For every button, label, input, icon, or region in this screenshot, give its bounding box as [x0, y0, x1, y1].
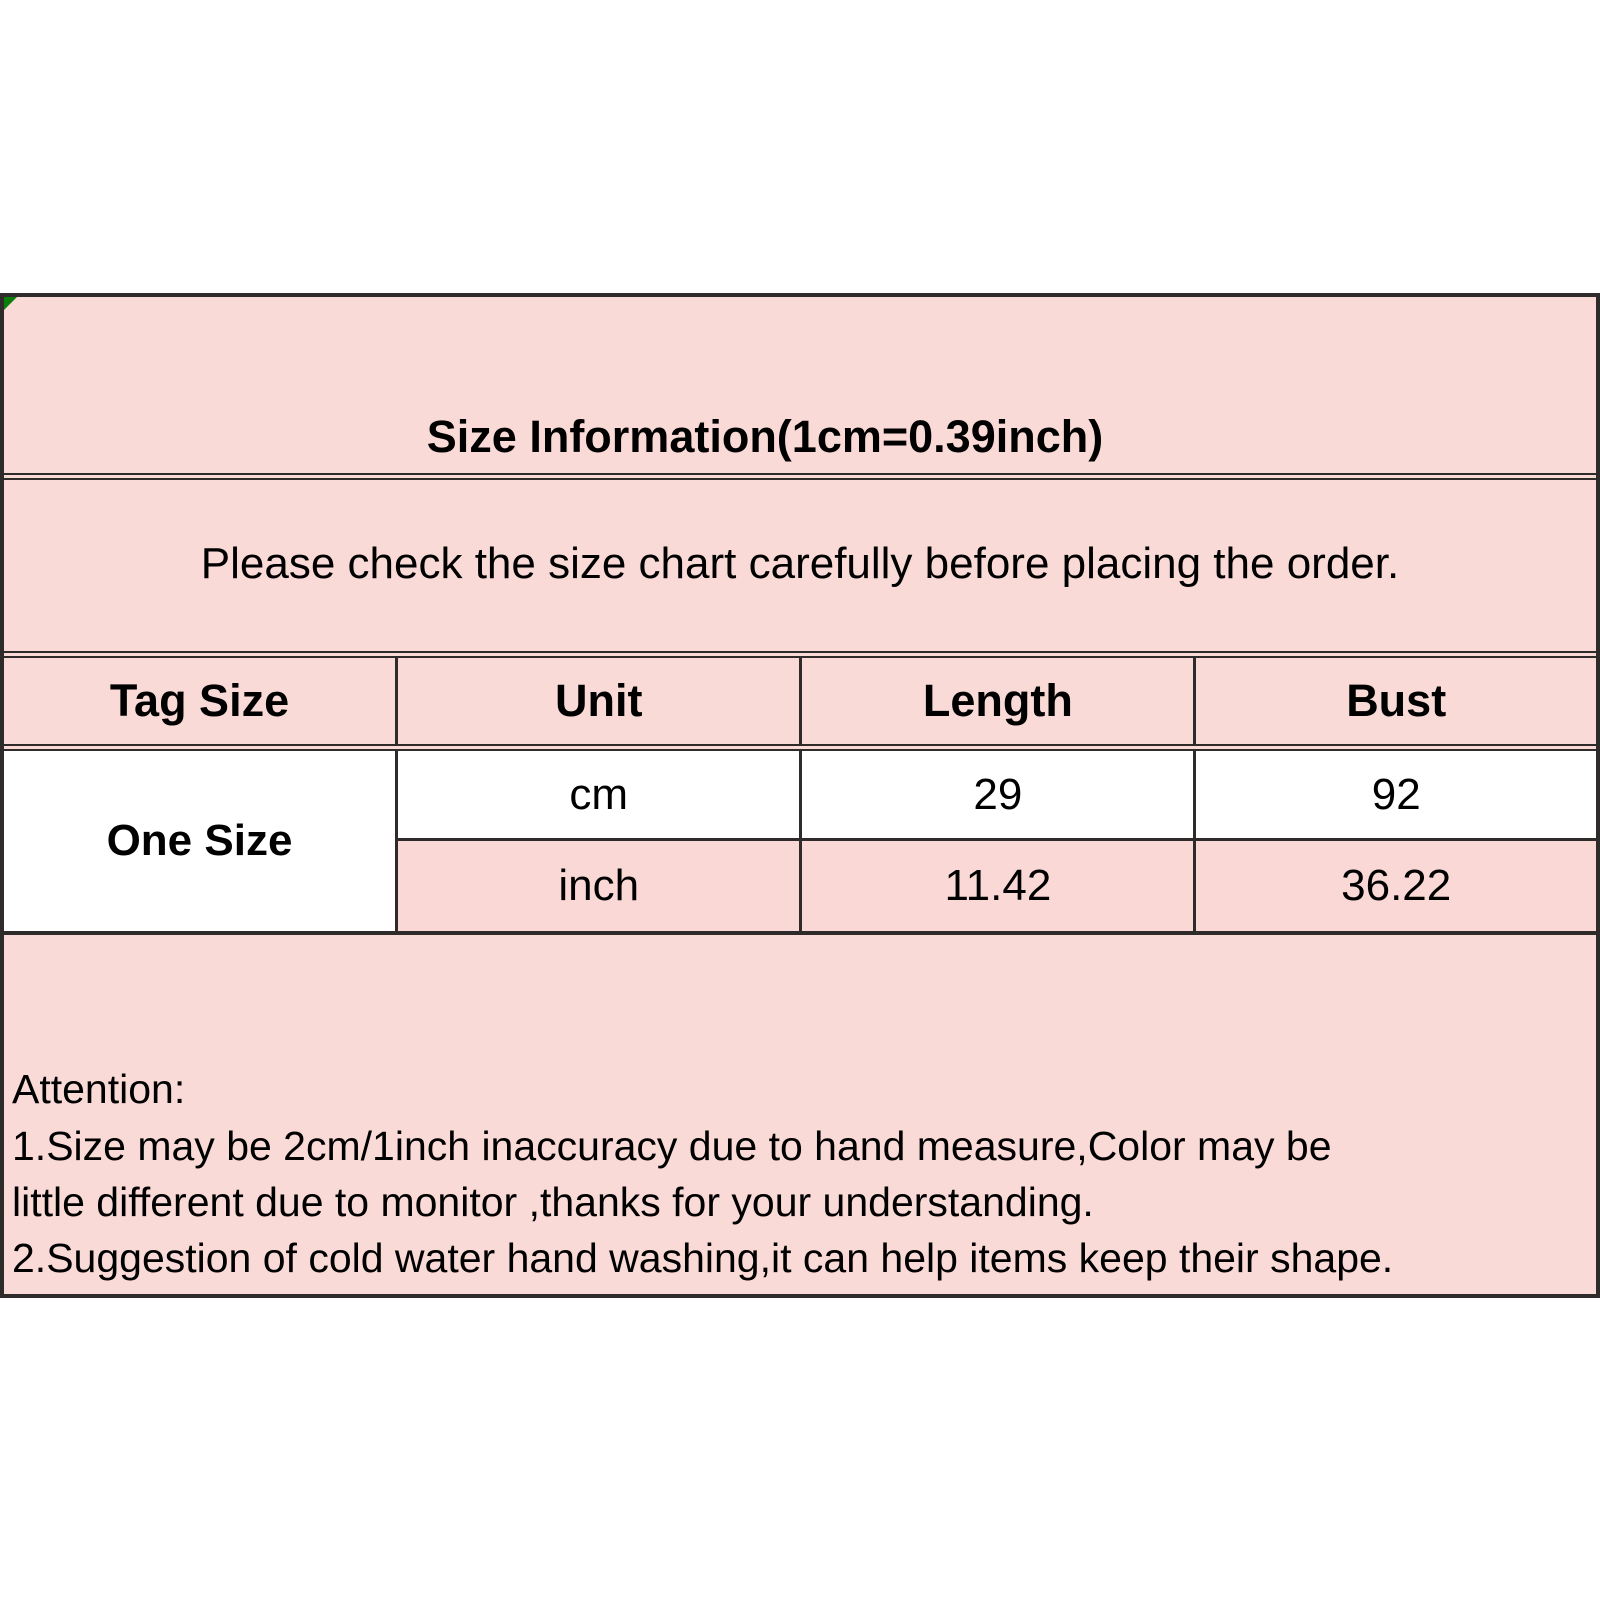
- title-row: Size Information(1cm=0.39inch): [4, 297, 1596, 480]
- cell-tag-size: One Size: [4, 751, 399, 931]
- size-chart-note: Please check the size chart carefully be…: [200, 539, 1400, 588]
- attention-heading: Attention:: [12, 1066, 186, 1113]
- cell-inch-unit: inch: [398, 841, 803, 931]
- cell-cm-unit: cm: [398, 751, 803, 841]
- table-header-row: Tag Size Unit Length Bust: [4, 658, 1596, 751]
- note-row: Please check the size chart carefully be…: [4, 480, 1596, 658]
- column-header-bust: Bust: [1346, 675, 1447, 726]
- attention-line-2: little different due to monitor ,thanks …: [12, 1178, 1094, 1225]
- table-data-rows: One Size cm 29 92 inch 11.42 36.22: [4, 751, 1596, 935]
- cell-inch-length: 11.42: [802, 841, 1197, 931]
- cell-cm-bust: 92: [1196, 751, 1596, 841]
- column-header-length: Length: [802, 658, 1197, 744]
- cell-inch-bust: 36.22: [1196, 841, 1596, 931]
- size-chart-table: Size Information(1cm=0.39inch) Please ch…: [0, 293, 1600, 1298]
- attention-line-1: 1.Size may be 2cm/1inch inaccuracy due t…: [12, 1122, 1332, 1169]
- green-corner-marker: [4, 297, 17, 310]
- cell-cm-length: 29: [802, 751, 1197, 841]
- column-header-unit: Unit: [398, 658, 803, 744]
- column-header-tag-size: Tag Size: [4, 658, 399, 744]
- attention-line-3: 2.Suggestion of cold water hand washing,…: [12, 1234, 1394, 1281]
- attention-section: Attention: 1.Size may be 2cm/1inch inacc…: [4, 935, 1596, 1294]
- size-chart-title: Size Information(1cm=0.39inch): [426, 411, 1104, 462]
